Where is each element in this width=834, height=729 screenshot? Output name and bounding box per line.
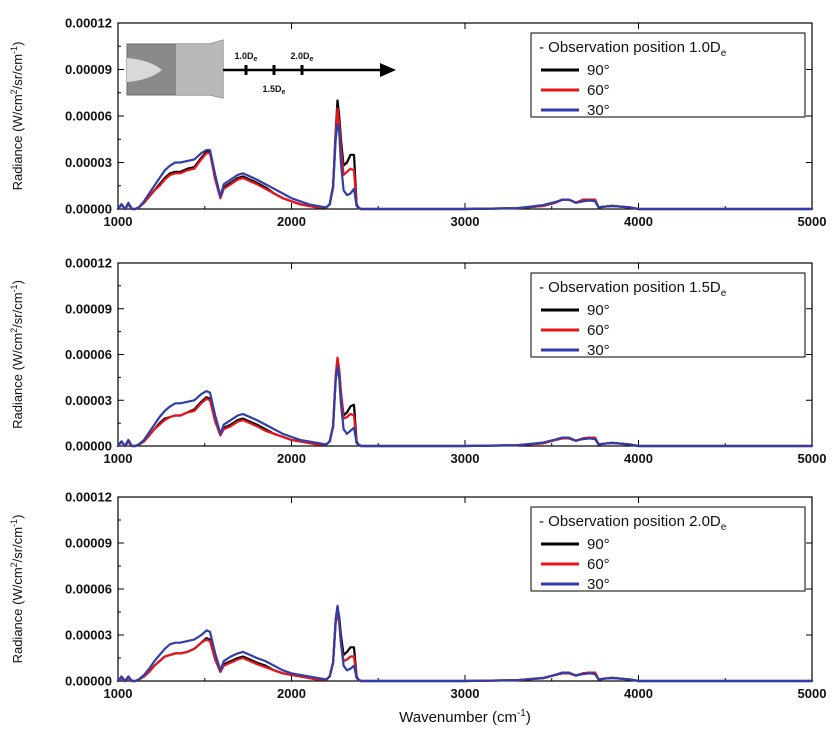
- series-line-60deg: [116, 612, 814, 683]
- legend-title: - Observation position 2.0De: [539, 513, 727, 533]
- y-tick-label: 0.00006: [65, 347, 112, 362]
- x-tick-label: 1000: [104, 451, 133, 466]
- y-tick-label: 0.00012: [65, 256, 112, 271]
- y-tick-label: 0.00009: [65, 536, 112, 551]
- x-axis-label: Wavenumber (cm-1): [399, 708, 531, 726]
- x-tick-label: 3000: [451, 214, 480, 229]
- legend-label: 60°: [587, 556, 610, 573]
- y-axis-label: Radiance (W/cm2/sr/cm-1): [9, 42, 25, 191]
- legend-box: [530, 32, 806, 118]
- nozzle-diagram: 1.0De 1.5De 2.0De: [126, 39, 396, 99]
- jet-axis-arrowhead: [380, 63, 396, 77]
- legend-label: 30°: [587, 576, 610, 593]
- x-tick-label: 3000: [451, 451, 480, 466]
- x-tick-label: 1000: [104, 686, 133, 701]
- position-label: 2.0De: [291, 51, 314, 63]
- x-tick-label: 4000: [624, 214, 653, 229]
- y-tick-label: 0.00000: [65, 674, 112, 689]
- y-tick-label: 0.00006: [65, 582, 112, 597]
- x-tick-label: 4000: [624, 451, 653, 466]
- x-tick-label: 4000: [624, 686, 653, 701]
- x-tick-label: 5000: [798, 686, 827, 701]
- legend-label: 60°: [587, 82, 610, 99]
- nozzle-highlight: [176, 40, 223, 98]
- y-tick-label: 0.00009: [65, 301, 112, 316]
- y-tick-label: 0.00003: [65, 393, 112, 408]
- series-line-30deg: [116, 365, 814, 448]
- legend-label: 90°: [587, 536, 610, 553]
- position-label: 1.5De: [263, 84, 286, 96]
- y-tick-label: 0.00012: [65, 490, 112, 505]
- legend-label: 30°: [587, 102, 610, 119]
- legend-box: [530, 506, 806, 592]
- x-tick-label: 2000: [277, 214, 306, 229]
- y-tick-label: 0.00000: [65, 202, 112, 217]
- y-tick-label: 0.00003: [65, 628, 112, 643]
- panel-1: 0.00000 0.00003 0.00006 0.00009 0.00012 1000 2…: [9, 16, 826, 230]
- nozzle-plug: [127, 58, 162, 82]
- panel-2: 0.00000 0.00003 0.00006 0.00009 0.00012 1000 2…: [9, 256, 826, 467]
- x-tick-label: 2000: [277, 451, 306, 466]
- y-tick-label: 0.00006: [65, 109, 112, 124]
- series-line-30deg: [116, 122, 814, 211]
- legend-title: - Observation position 1.5De: [539, 279, 727, 299]
- legend-label: 90°: [587, 302, 610, 319]
- series-line-60deg: [116, 356, 814, 448]
- legend-label: 30°: [587, 342, 610, 359]
- x-tick-label: 2000: [277, 686, 306, 701]
- y-axis-label: Radiance (W/cm2/sr/cm-1): [9, 515, 25, 664]
- x-tick-label: 3000: [451, 686, 480, 701]
- x-tick-label: 5000: [798, 214, 827, 229]
- y-tick-label: 0.00012: [65, 16, 112, 31]
- panel-3: 0.00000 0.00003 0.00006 0.00009 0.00012 1000 2…: [9, 490, 826, 702]
- y-tick-label: 0.00000: [65, 439, 112, 454]
- series-line-30deg: [116, 604, 814, 683]
- y-tick-label: 0.00009: [65, 62, 112, 77]
- legend-title: - Observation position 1.0De: [539, 39, 727, 59]
- position-label: 1.0De: [235, 51, 258, 63]
- legend-label: 60°: [587, 322, 610, 339]
- x-tick-label: 5000: [798, 451, 827, 466]
- legend-label: 90°: [587, 62, 610, 79]
- x-tick-label: 1000: [104, 214, 133, 229]
- legend-box: [530, 272, 806, 358]
- y-axis-label: Radiance (W/cm2/sr/cm-1): [9, 280, 25, 429]
- y-tick-label: 0.00003: [65, 155, 112, 170]
